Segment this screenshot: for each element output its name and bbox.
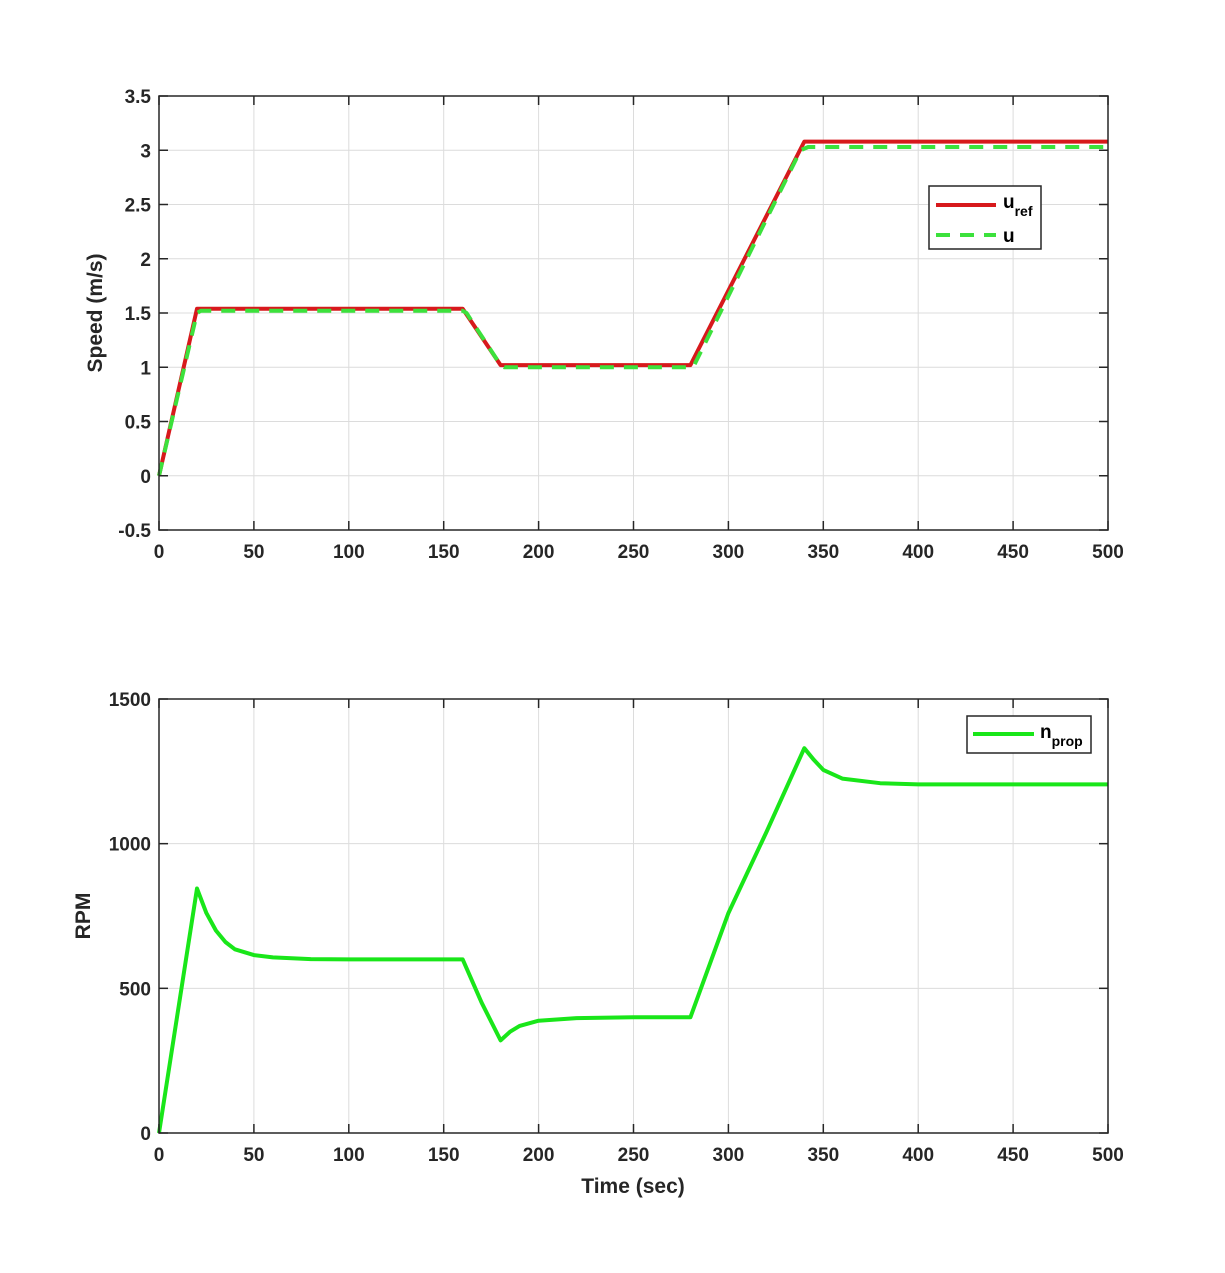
y-tick-label: 1 [140,358,151,379]
x-tick-label: 500 [1092,1145,1124,1166]
rpm-plot: 0 50 100 150 200 250 300 350 400 450 500 0 500 1000 1… [72,690,1124,1198]
series-line-u [157,145,1108,477]
y-tick-label: 1.5 [125,304,152,325]
x-tick-label: 450 [997,542,1029,563]
x-tick-labels: 0 50 100 150 200 250 300 350 400 450 500 [154,1145,1124,1166]
x-tick-label: 400 [902,1145,934,1166]
y-tick-label: -0.5 [118,521,151,542]
x-axis-label: Time (sec) [581,1175,685,1198]
x-tick-label: 500 [1092,542,1124,563]
series-line-nprop [157,746,1108,1134]
y-tick-label: 2 [140,250,151,271]
y-tick-label: 1000 [109,835,151,856]
x-tick-label: 0 [154,1145,165,1166]
x-tick-label: 250 [618,1145,650,1166]
tick-marks [158,698,1109,1134]
y-tick-label: 3.5 [125,87,152,108]
x-tick-label: 50 [243,1145,264,1166]
y-tick-labels: 0 500 1000 1500 [109,690,151,1145]
legend: uref u [928,185,1042,250]
y-tick-label: 3 [140,141,151,162]
tick-marks [158,95,1109,531]
x-tick-label: 450 [997,1145,1029,1166]
y-tick-label: 0.5 [125,413,152,434]
legend-label-nprop: nprop [1040,722,1083,749]
x-tick-label: 150 [428,542,460,563]
speed-plot: 0 50 100 150 200 250 300 350 400 450 500 -0.500.51… [84,87,1124,563]
y-tick-label: 500 [119,979,151,1000]
x-tick-label: 200 [523,542,555,563]
x-tick-label: 150 [428,1145,460,1166]
legend-label-uref: uref [1003,192,1033,219]
x-tick-label: 250 [618,542,650,563]
x-tick-labels: 0 50 100 150 200 250 300 350 400 450 500 [154,542,1124,563]
x-tick-label: 300 [713,1145,745,1166]
x-tick-label: 200 [523,1145,555,1166]
y-axis-label: RPM [72,893,95,940]
y-tick-label: 1500 [109,690,151,711]
x-tick-label: 50 [243,542,264,563]
y-tick-label: 2.5 [125,196,152,217]
x-tick-label: 300 [713,542,745,563]
y-tick-label: 0 [140,467,151,488]
y-tick-labels: -0.5 0 0.5 1 1.5 2 2.5 3 3.5 [118,87,151,542]
series-layer [157,746,1108,1134]
x-tick-label: 350 [807,542,839,563]
x-tick-label: 350 [807,1145,839,1166]
x-tick-label: 0 [154,542,165,563]
legend: nprop [966,715,1092,754]
y-tick-label: 0 [140,1124,151,1145]
y-axis-label: Speed (m/s) [84,253,107,372]
x-tick-label: 100 [333,1145,365,1166]
series-layer [157,139,1108,477]
series-line-uref [157,139,1108,477]
legend-box [928,185,1042,250]
legend-label-u: u [1003,226,1015,247]
x-tick-label: 400 [902,542,934,563]
x-tick-label: 100 [333,542,365,563]
